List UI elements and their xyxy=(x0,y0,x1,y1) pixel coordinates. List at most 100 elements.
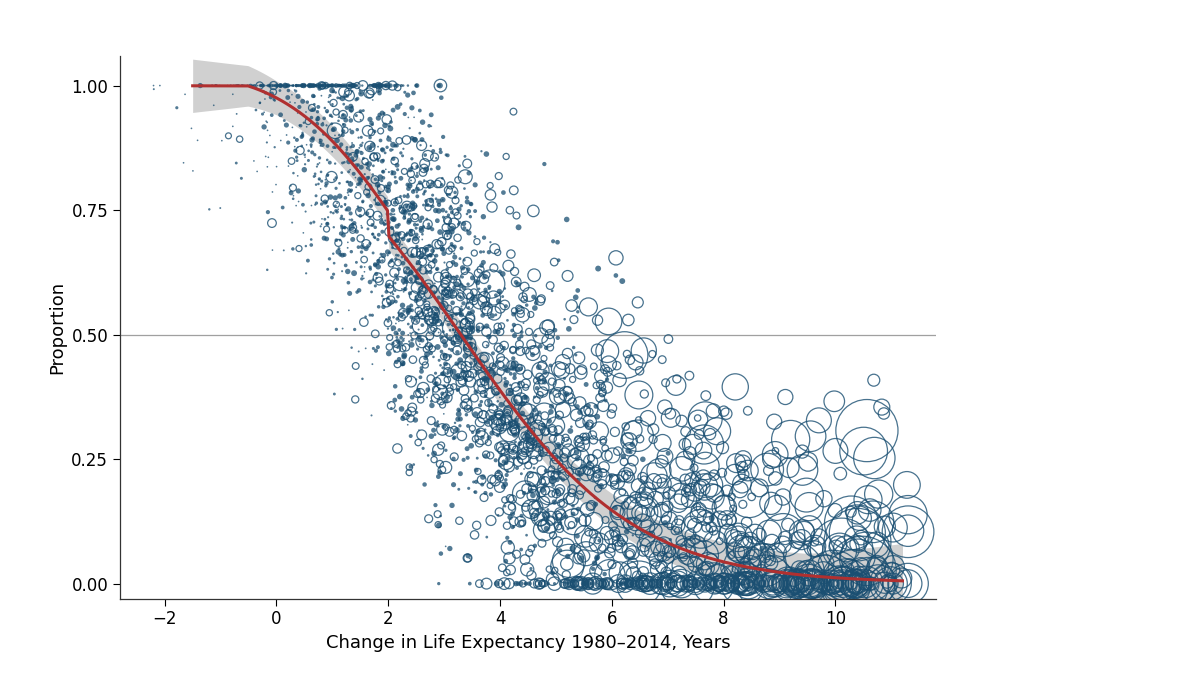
Point xyxy=(490,296,509,307)
Point xyxy=(558,434,577,445)
Point xyxy=(476,487,496,498)
Point xyxy=(685,578,704,590)
Point xyxy=(516,488,535,499)
Point xyxy=(402,250,421,261)
Point xyxy=(394,80,413,91)
Point xyxy=(740,560,760,571)
Point xyxy=(470,400,490,411)
Point xyxy=(523,349,542,361)
Point xyxy=(407,247,426,258)
Point xyxy=(456,318,475,329)
Point xyxy=(294,80,313,91)
Point xyxy=(598,345,617,356)
Point xyxy=(432,332,451,343)
Point xyxy=(356,243,376,254)
Point xyxy=(256,151,275,162)
Point xyxy=(659,546,678,557)
Point xyxy=(494,418,514,429)
Point xyxy=(677,483,696,494)
Point xyxy=(271,109,290,120)
Point xyxy=(503,420,522,432)
Point xyxy=(810,578,829,590)
Point xyxy=(680,578,700,590)
Point xyxy=(223,80,242,91)
Point xyxy=(542,285,562,296)
Point xyxy=(331,80,350,91)
Point xyxy=(488,509,508,521)
Point xyxy=(406,212,425,223)
Point xyxy=(378,250,397,261)
Point xyxy=(326,106,346,118)
Point xyxy=(493,562,512,574)
Point xyxy=(394,413,413,424)
Point xyxy=(506,578,526,590)
Point xyxy=(296,80,316,91)
Point xyxy=(461,343,480,354)
Point xyxy=(382,400,401,411)
Point xyxy=(809,571,828,582)
Point xyxy=(323,85,342,96)
Point xyxy=(383,80,402,91)
Point xyxy=(380,332,400,343)
Point xyxy=(415,359,434,370)
Point xyxy=(701,429,720,440)
Point xyxy=(446,309,466,320)
Point xyxy=(335,222,354,233)
Point xyxy=(586,498,605,509)
Point xyxy=(774,491,793,503)
Point xyxy=(398,407,418,418)
Point xyxy=(535,480,554,491)
Point xyxy=(374,219,394,230)
Point xyxy=(488,342,508,353)
Point xyxy=(598,578,617,590)
Point xyxy=(283,182,302,193)
Point xyxy=(500,553,520,564)
Point xyxy=(505,423,524,434)
Point xyxy=(511,379,530,390)
Point xyxy=(358,173,377,184)
Point xyxy=(341,101,360,112)
Point xyxy=(858,494,877,505)
Point xyxy=(608,507,628,518)
Point xyxy=(522,503,541,514)
Point xyxy=(378,317,397,329)
Point xyxy=(574,461,593,472)
Point xyxy=(318,80,337,91)
Point xyxy=(672,578,691,590)
Point xyxy=(476,284,496,295)
Point xyxy=(374,294,394,305)
Point xyxy=(258,207,277,218)
Point xyxy=(436,283,455,294)
Point xyxy=(366,260,385,271)
Point xyxy=(725,578,744,590)
Point xyxy=(564,314,583,325)
Point xyxy=(456,393,475,404)
Point xyxy=(480,281,499,292)
Point xyxy=(577,468,596,479)
Point xyxy=(646,546,665,557)
Point xyxy=(702,521,721,532)
Point xyxy=(299,145,318,157)
Point xyxy=(526,540,545,551)
Point xyxy=(337,102,356,113)
Point xyxy=(421,250,440,261)
Point xyxy=(462,403,481,414)
Point xyxy=(294,117,313,128)
Point xyxy=(379,134,398,145)
Point xyxy=(613,578,632,590)
Point xyxy=(695,482,714,493)
Point xyxy=(199,204,218,215)
Point xyxy=(528,438,547,449)
Point xyxy=(457,158,476,169)
Point xyxy=(491,266,510,277)
Point xyxy=(258,117,277,128)
Point xyxy=(428,292,448,303)
Point xyxy=(445,295,464,306)
Point xyxy=(368,80,388,91)
Point xyxy=(509,362,528,373)
Point xyxy=(503,441,522,452)
Point xyxy=(658,501,677,512)
Point xyxy=(509,413,528,424)
Point xyxy=(503,446,522,457)
Point xyxy=(800,578,820,590)
